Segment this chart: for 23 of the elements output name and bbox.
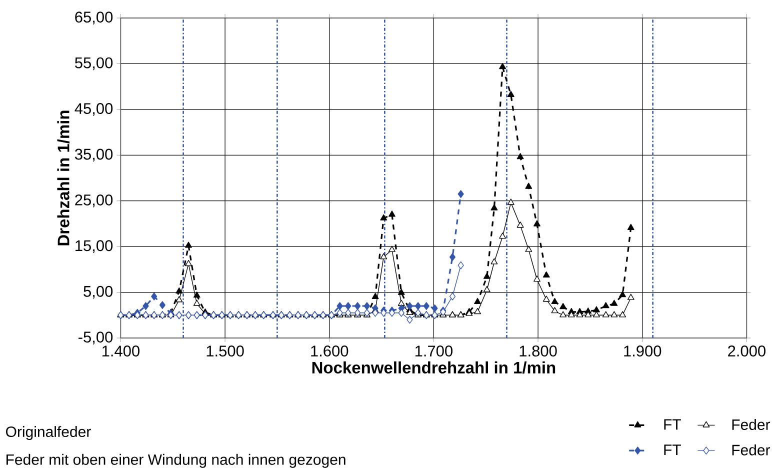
y-tick-label: 65,00 bbox=[75, 12, 113, 24]
text: Feder mit oben einer Windung nach innen gezogen bbox=[6, 454, 346, 468]
x-tick-label: 1.600 bbox=[311, 346, 348, 357]
text: Originalfeder bbox=[6, 426, 91, 440]
x-axis-title: Nockenwellendrehzahl in 1/min bbox=[312, 361, 556, 374]
y-tick-label: 35,00 bbox=[74, 148, 113, 162]
y-tick-label: 55,00 bbox=[75, 57, 113, 70]
x-tick-label: 1.900 bbox=[624, 346, 662, 357]
x-tick-label: 2.000 bbox=[728, 346, 766, 357]
y-tick-label: -5,00 bbox=[78, 332, 113, 344]
legend-label: Feder bbox=[732, 444, 770, 456]
x-tick-label: 1.500 bbox=[206, 346, 244, 357]
x-tick-label: 1.700 bbox=[415, 346, 452, 357]
y-tick-label: 5,00 bbox=[84, 286, 113, 299]
y-tick-label: 15,00 bbox=[76, 240, 113, 253]
x-tick-label: 1.400 bbox=[102, 346, 140, 357]
legend-label: Feder bbox=[732, 419, 770, 430]
y-tick-label: 25,00 bbox=[75, 194, 113, 208]
y-tick-label: 45,00 bbox=[74, 103, 113, 116]
legend-label: FT bbox=[664, 419, 681, 430]
y-axis-title: Drehzahl in 1/min bbox=[57, 110, 70, 246]
x-tick-label: 1.800 bbox=[520, 346, 557, 357]
legend-label: FT bbox=[664, 444, 681, 455]
